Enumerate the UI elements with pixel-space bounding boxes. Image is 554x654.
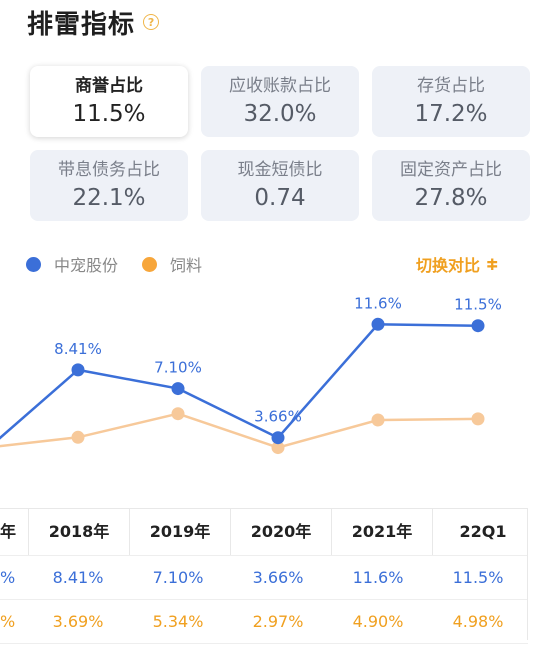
table-cell: 2.97%	[252, 612, 304, 631]
table-header-cell: 2019年	[130, 509, 231, 555]
table-cell: 11.6%	[352, 568, 404, 587]
table-header-cell: 年	[0, 509, 29, 555]
data-point[interactable]	[471, 319, 485, 333]
question-circle-icon[interactable]: ?	[143, 14, 160, 30]
metric-card-label: 应收账款占比	[229, 75, 331, 96]
metric-card-label: 固定资产占比	[400, 159, 502, 180]
legend-label: 饲料	[170, 256, 203, 275]
metric-card-value: 17.2%	[414, 100, 488, 127]
table-header-row: 年 2018年 2019年 2020年 2021年 22Q1	[0, 508, 528, 556]
metric-card-inventory[interactable]: 存货占比 17.2%	[372, 66, 530, 137]
data-label: 11.5%	[454, 296, 502, 314]
table-cell: 11.5%	[452, 568, 504, 587]
metric-card-interest-debt[interactable]: 带息债务占比 22.1%	[30, 150, 188, 221]
table-cell: %	[0, 612, 16, 631]
table-row: % 3.69% 5.34% 2.97% 4.90% 4.98%	[0, 600, 528, 644]
table-header-cell: 2018年	[29, 509, 130, 555]
data-point[interactable]	[71, 430, 85, 444]
data-point[interactable]	[171, 382, 185, 396]
data-label: 11.6%	[354, 294, 402, 312]
table-header-cell: 2020年	[231, 509, 332, 555]
data-point[interactable]	[71, 363, 85, 377]
switch-compare-label: 切换对比	[416, 256, 481, 275]
metric-card-label: 现金短债比	[237, 159, 323, 180]
legend-label: 中宠股份	[54, 256, 119, 275]
data-label: 8.41%	[54, 340, 102, 358]
metric-card-value: 11.5%	[72, 100, 146, 127]
metric-card-cash-short-debt[interactable]: 现金短债比 0.74	[201, 150, 359, 221]
table-cell: 3.66%	[252, 568, 304, 587]
metric-card-fixed-assets[interactable]: 固定资产占比 27.8%	[372, 150, 530, 221]
table-row: % 8.41% 7.10% 3.66% 11.6% 11.5%	[0, 556, 528, 600]
legend-item-industry[interactable]: 饲料	[142, 252, 202, 276]
metric-cards: 商誉占比 11.5% 应收账款占比 32.0% 存货占比 17.2% 带息债务占…	[30, 66, 530, 221]
metric-card-value: 27.8%	[414, 184, 488, 211]
table-cell: 8.41%	[52, 568, 104, 587]
table-border	[527, 508, 528, 640]
table-header-cell: 22Q1	[459, 522, 507, 541]
data-point[interactable]	[271, 441, 285, 455]
metric-card-value: 22.1%	[72, 184, 146, 211]
metric-card-value: 32.0%	[243, 100, 317, 127]
data-label: 7.10%	[154, 359, 202, 377]
metric-card-label: 带息债务占比	[58, 159, 160, 180]
metric-card-receivables[interactable]: 应收账款占比 32.0%	[201, 66, 359, 137]
data-table: 年 2018年 2019年 2020年 2021年 22Q1 % 8.41% 7…	[0, 508, 528, 644]
legend-dot-icon	[142, 256, 158, 272]
table-cell: 4.90%	[352, 612, 404, 631]
data-label: 3.66%	[254, 408, 302, 426]
table-cell: 3.69%	[52, 612, 104, 631]
legend-dot-icon	[26, 256, 41, 272]
legend-item-company[interactable]: 中宠股份	[26, 252, 118, 276]
metric-card-label: 存货占比	[417, 75, 485, 96]
switch-compare-button[interactable]: 切换对比 ⵐ	[416, 252, 498, 276]
data-point[interactable]	[371, 413, 385, 427]
header: 排雷指标 ?	[27, 2, 160, 42]
metric-card-goodwill[interactable]: 商誉占比 11.5%	[30, 66, 188, 137]
page-title: 排雷指标	[27, 9, 136, 40]
line-chart: 8.41% 7.10% 3.66% 11.6% 11.5%	[0, 294, 502, 455]
table-cell: %	[0, 568, 16, 587]
data-point[interactable]	[371, 317, 385, 331]
speaker-icon: ⵐ	[486, 254, 499, 274]
chart-legend: 中宠股份 饲料	[26, 252, 226, 276]
table-cell: 7.10%	[152, 568, 204, 587]
table-cell: 4.98%	[452, 612, 504, 631]
data-point[interactable]	[171, 407, 185, 421]
metric-card-label: 商誉占比	[75, 75, 143, 96]
data-point[interactable]	[471, 412, 485, 426]
data-point[interactable]	[271, 431, 285, 445]
series-line-1	[0, 412, 479, 449]
series-line-0	[0, 323, 479, 440]
table-header-cell: 2021年	[332, 509, 433, 555]
metric-card-value: 0.74	[254, 184, 306, 211]
table-cell: 5.34%	[152, 612, 204, 631]
